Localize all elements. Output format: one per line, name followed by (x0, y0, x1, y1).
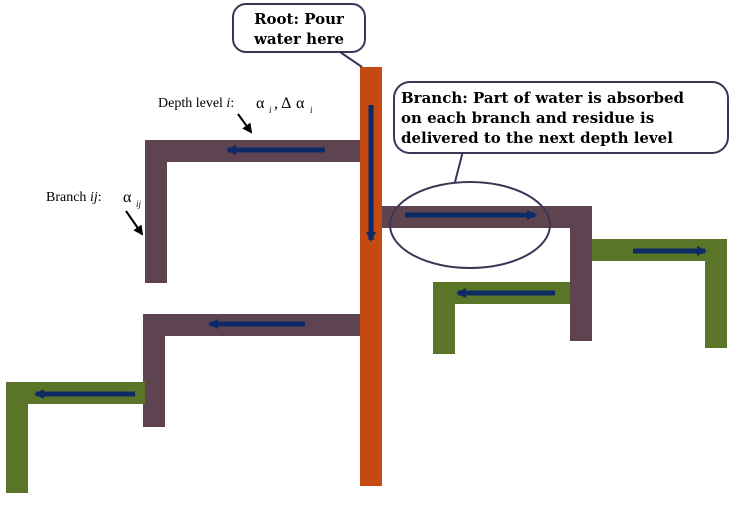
branch-highlight-ellipse (389, 181, 551, 269)
branch-ij-label: Branch ij: α ij (46, 189, 144, 236)
leaf-right-vertical (705, 239, 727, 348)
root-callout-pointer (339, 51, 363, 68)
depth-level-sep: , Δ (274, 95, 291, 112)
depth-level-math: α (256, 95, 265, 112)
depth-level-sub1: i (269, 105, 272, 115)
branch-lower-left-vertical (143, 314, 165, 427)
branch-callout: Branch: Part of water is absorbed on eac… (393, 81, 729, 154)
branch-upper-left (145, 140, 360, 283)
flow-arrows (34, 105, 707, 399)
branch-lower-left (143, 314, 360, 427)
branch-right-vertical (570, 206, 592, 341)
leaf-lower-left (6, 382, 145, 493)
branch-right (380, 206, 592, 341)
root-callout-line1: Root: Pour (254, 10, 345, 28)
depth-level-label: Depth level i: α i , Δ α i (158, 95, 313, 134)
branch-callout-line1: Branch: Part of water is absorbed (401, 89, 685, 107)
depth-level-sub2: i (310, 105, 313, 115)
root-callout-line2: water here (253, 30, 344, 48)
branch-callout-line2: on each branch and residue is (401, 109, 654, 127)
root-callout-box (232, 3, 366, 53)
branch-callout-pointer (454, 150, 464, 183)
root-trunk (360, 67, 382, 486)
branch-ij-alpha: α (123, 189, 132, 206)
branch-upper-left-vertical (145, 140, 167, 283)
leaf-right (592, 239, 727, 348)
branch-ij-text: Branch ij: (46, 190, 102, 205)
branch-ij-pointer-arrow (125, 210, 144, 236)
depth-level-text: Depth level i: (158, 96, 234, 111)
depth-level-pointer-arrow (237, 113, 253, 134)
leaf-middle-vertical (433, 282, 455, 354)
leaf-lower-left-vertical (6, 382, 28, 493)
branch-ij-sub: ij (136, 199, 142, 209)
branch-callout-box (393, 81, 729, 154)
branch-callout-line3: delivered to the next depth level (401, 129, 673, 147)
root-callout: Root: Pour water here (232, 3, 366, 68)
depth-level-alpha2: α (296, 95, 305, 112)
